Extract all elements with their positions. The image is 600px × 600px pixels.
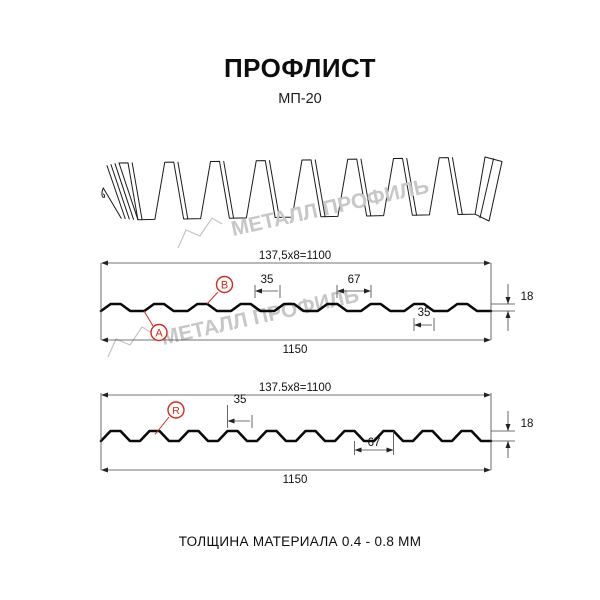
svg-text:R: R (172, 405, 180, 417)
svg-text:18: 18 (521, 418, 534, 430)
svg-text:B: B (221, 279, 228, 291)
svg-text:МЕТАЛЛ ПРОФИЛЬ: МЕТАЛЛ ПРОФИЛЬ (229, 175, 431, 241)
svg-text:18: 18 (521, 291, 534, 303)
svg-text:35: 35 (234, 394, 247, 406)
svg-text:35: 35 (261, 274, 274, 286)
svg-text:137,5x8=1100: 137,5x8=1100 (259, 250, 331, 262)
svg-text:35: 35 (418, 307, 431, 319)
svg-text:67: 67 (368, 437, 381, 449)
svg-text:A: A (155, 327, 163, 339)
svg-text:1150: 1150 (283, 344, 308, 356)
svg-text:67: 67 (348, 274, 361, 286)
svg-text:137.5x8=1100: 137.5x8=1100 (259, 382, 331, 394)
svg-text:1150: 1150 (283, 474, 308, 486)
